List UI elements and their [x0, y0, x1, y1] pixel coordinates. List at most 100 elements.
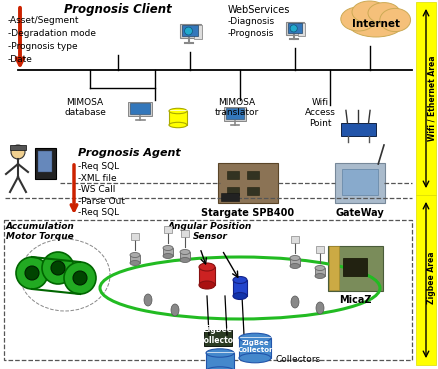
FancyBboxPatch shape: [180, 252, 190, 260]
FancyBboxPatch shape: [199, 267, 215, 285]
Text: MIMOSA
translator: MIMOSA translator: [215, 98, 259, 117]
Circle shape: [290, 25, 297, 32]
Ellipse shape: [380, 8, 410, 32]
Circle shape: [184, 27, 192, 35]
Ellipse shape: [169, 122, 187, 128]
Ellipse shape: [341, 7, 376, 31]
Ellipse shape: [368, 3, 400, 23]
Ellipse shape: [239, 353, 271, 363]
FancyBboxPatch shape: [340, 123, 375, 136]
Text: Stargate SPB400: Stargate SPB400: [201, 208, 295, 218]
Text: -Date: -Date: [8, 55, 33, 64]
Text: -Parse Out: -Parse Out: [78, 197, 125, 206]
FancyBboxPatch shape: [164, 226, 172, 233]
FancyBboxPatch shape: [128, 102, 152, 116]
Text: Angular Position
Sensor: Angular Position Sensor: [168, 222, 252, 241]
Ellipse shape: [130, 252, 140, 258]
FancyBboxPatch shape: [163, 248, 173, 256]
Ellipse shape: [233, 293, 247, 300]
Ellipse shape: [233, 276, 247, 283]
Ellipse shape: [291, 296, 299, 308]
Circle shape: [73, 271, 87, 285]
FancyBboxPatch shape: [35, 148, 56, 179]
FancyBboxPatch shape: [169, 111, 187, 125]
FancyBboxPatch shape: [227, 171, 239, 179]
Ellipse shape: [199, 281, 215, 289]
FancyBboxPatch shape: [288, 23, 302, 33]
Ellipse shape: [199, 263, 215, 271]
FancyBboxPatch shape: [416, 195, 436, 365]
FancyBboxPatch shape: [316, 246, 324, 253]
Text: MIMOSA
database: MIMOSA database: [64, 98, 106, 117]
FancyBboxPatch shape: [10, 145, 26, 150]
Ellipse shape: [163, 245, 173, 251]
Circle shape: [25, 266, 39, 280]
Text: Zigbee Area: Zigbee Area: [427, 252, 437, 304]
FancyBboxPatch shape: [233, 280, 247, 296]
Text: Wifi / Ethernet Area: Wifi / Ethernet Area: [427, 55, 437, 141]
FancyBboxPatch shape: [328, 246, 339, 290]
Text: -Prognosis type: -Prognosis type: [8, 42, 78, 51]
Ellipse shape: [130, 261, 140, 266]
Ellipse shape: [315, 273, 325, 279]
Text: -WS Call: -WS Call: [78, 185, 115, 194]
Text: -Prognosis: -Prognosis: [228, 29, 274, 38]
FancyBboxPatch shape: [130, 255, 140, 263]
FancyBboxPatch shape: [416, 2, 436, 195]
FancyBboxPatch shape: [181, 230, 189, 237]
Circle shape: [11, 145, 25, 159]
FancyBboxPatch shape: [194, 25, 202, 39]
FancyBboxPatch shape: [247, 187, 259, 195]
Text: Wifi
Access
Point: Wifi Access Point: [304, 98, 336, 128]
FancyBboxPatch shape: [227, 187, 239, 195]
Text: Collectors: Collectors: [276, 355, 321, 364]
FancyBboxPatch shape: [290, 258, 300, 266]
Ellipse shape: [316, 302, 324, 314]
FancyBboxPatch shape: [328, 245, 382, 290]
FancyBboxPatch shape: [239, 338, 271, 358]
FancyBboxPatch shape: [298, 23, 305, 36]
FancyBboxPatch shape: [224, 107, 246, 121]
FancyBboxPatch shape: [130, 103, 150, 114]
Text: ZigBee
Collector: ZigBee Collector: [237, 339, 273, 352]
Text: ZigBee
Collector: ZigBee Collector: [198, 325, 237, 345]
Ellipse shape: [239, 333, 271, 343]
Ellipse shape: [206, 349, 234, 357]
FancyBboxPatch shape: [4, 220, 412, 360]
Ellipse shape: [163, 254, 173, 259]
FancyBboxPatch shape: [204, 330, 232, 346]
Text: Internet: Internet: [352, 19, 400, 29]
Text: MicaZ: MicaZ: [339, 295, 371, 305]
FancyBboxPatch shape: [218, 163, 278, 203]
Circle shape: [16, 257, 48, 289]
Ellipse shape: [169, 108, 187, 114]
FancyBboxPatch shape: [343, 258, 367, 276]
FancyBboxPatch shape: [221, 193, 239, 201]
Ellipse shape: [315, 266, 325, 270]
FancyBboxPatch shape: [38, 151, 52, 172]
Text: -Req SQL: -Req SQL: [78, 208, 119, 217]
Text: -XML file: -XML file: [78, 173, 117, 183]
FancyBboxPatch shape: [226, 108, 244, 119]
FancyBboxPatch shape: [180, 24, 201, 38]
Ellipse shape: [290, 255, 300, 261]
Text: -Diagnosis: -Diagnosis: [228, 17, 275, 26]
Text: Prognosis Agent: Prognosis Agent: [78, 148, 181, 158]
FancyBboxPatch shape: [182, 25, 198, 36]
Ellipse shape: [290, 263, 300, 269]
Text: Accumulation
Motor Torque: Accumulation Motor Torque: [6, 222, 75, 241]
FancyBboxPatch shape: [131, 233, 139, 240]
Circle shape: [64, 262, 96, 294]
Circle shape: [51, 261, 65, 275]
Ellipse shape: [180, 249, 190, 255]
Text: WebServices: WebServices: [228, 5, 290, 15]
FancyBboxPatch shape: [342, 169, 378, 195]
FancyBboxPatch shape: [286, 22, 304, 35]
Circle shape: [42, 252, 74, 284]
Ellipse shape: [352, 1, 387, 23]
Text: -Req SQL: -Req SQL: [78, 162, 119, 171]
Ellipse shape: [171, 304, 179, 316]
FancyBboxPatch shape: [291, 236, 299, 243]
FancyBboxPatch shape: [206, 353, 234, 369]
Ellipse shape: [347, 7, 405, 37]
